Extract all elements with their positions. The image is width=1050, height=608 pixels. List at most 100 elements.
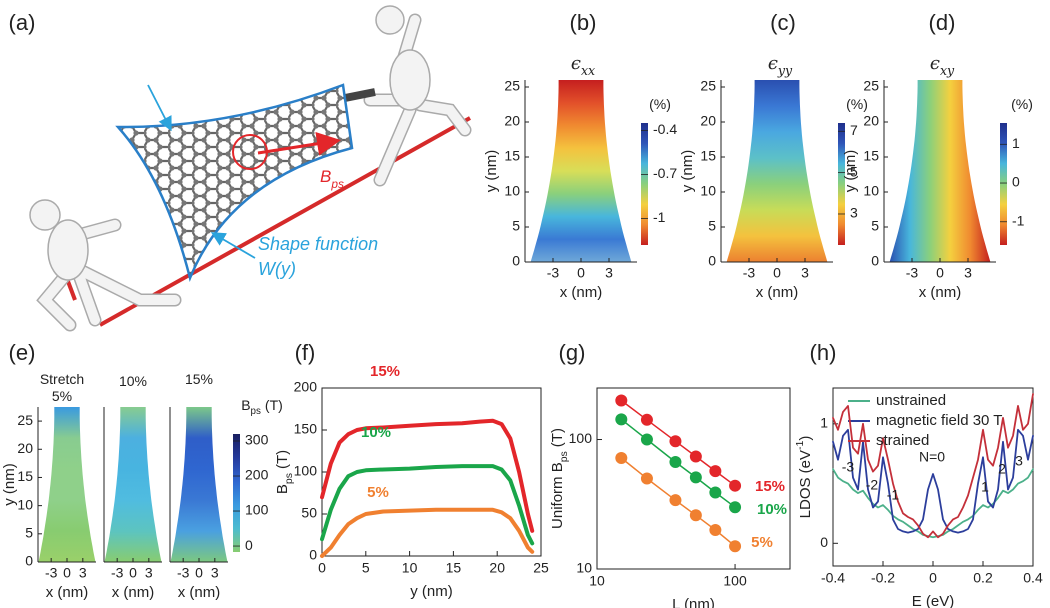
legend-label: strained [876,432,929,449]
force-label-sub: ps [330,177,344,191]
point [669,456,682,469]
x-axis-label-part: L (nm) [672,596,715,608]
colorbar-tick-label: 5 [850,163,858,179]
point [615,394,628,407]
limbs [365,15,470,185]
panel-label: (h) [810,340,837,365]
point [689,450,702,463]
force-arrow [257,131,341,156]
x-tick-label: 0.2 [973,570,993,586]
panel-title-part: 15% [185,371,213,387]
x-axis-label: x (nm) [112,584,155,601]
colorbar-label: (%) [846,96,868,112]
x-tick-label: -3 [743,265,756,281]
series-label: 10% [361,424,391,441]
x-axis-label-part: x (nm) [46,584,89,601]
chart-title-part: yy [777,63,793,78]
x-axis-label: x (nm) [560,284,603,301]
x-tick-label: 0 [318,560,326,576]
annotation: -1 [887,487,900,503]
annotation: -2 [866,477,879,493]
y-tick-label: 10 [700,183,716,199]
panel-title: Stretch [40,371,84,387]
colorbar-tick-label: 300 [245,432,269,448]
colorbar-label: (%) [1011,96,1033,112]
y-tick-label: 5 [871,218,879,234]
y-tick-label: 50 [301,505,317,521]
colorbar-tick-label: 7 [850,122,858,138]
colorbar-tick-label: 0 [1012,174,1020,190]
y-tick-label: 100 [294,463,318,479]
point [615,413,628,426]
x-tick-label: 0 [195,565,203,581]
series-label: 15% [370,363,400,380]
x-tick-label: -3 [547,265,560,281]
figure-left [29,199,182,332]
point [669,494,682,507]
x-tick-label: -3 [906,265,919,281]
panel-label: (f) [295,340,316,365]
colorbar-label-part: (%) [1011,96,1033,112]
point [709,524,722,537]
y-tick-label: 25 [700,78,716,94]
colorbar [838,123,845,245]
series-label: 15% [755,478,785,495]
annotation: -3 [842,459,855,475]
point [689,471,702,484]
y-axis-label: y (nm) [1,463,18,506]
y-tick-label: 0 [25,553,33,569]
limbs [38,220,180,330]
hand [344,88,376,102]
colorbar-label-part: (T) [265,397,283,413]
panel-title: 10% [119,373,147,389]
series-line [320,464,535,546]
annotation: 3 [1015,453,1023,469]
x-axis-label: x (nm) [756,284,799,301]
shape-label: W(y) [258,259,296,279]
colorbar-tick-label: -1 [653,209,666,225]
y-tick-label: 0 [309,547,317,563]
y-tick-label: 15 [700,148,716,164]
y-axis-label-part: y (nm) [842,150,859,193]
panel-label: (c) [770,10,796,35]
colorbar-tick-label: 1 [1012,135,1020,151]
x-tick-label: 20 [489,560,505,576]
colorbar-tick-label: 3 [850,205,858,221]
point [669,435,682,448]
plot-frame [596,387,791,570]
x-tick-label: -3 [177,565,190,581]
x-axis-label-part: x (nm) [178,584,221,601]
point [729,540,742,553]
annotation: 2 [998,461,1006,477]
x-tick-label: -3 [45,565,58,581]
y-axis-label-part: Uniform B [549,462,566,529]
panel-label: (e) [9,340,36,365]
panel-title-part: Stretch [40,371,84,387]
x-tick-label: 3 [964,265,972,281]
point [640,472,653,485]
series-label: 5% [367,484,389,501]
y-tick-label: 1 [820,415,828,431]
y-tick-label: 25 [504,78,520,94]
panel-label: (a) [9,10,36,35]
legend-label: magnetic field 30 T [876,412,1002,429]
y-axis-label: y (nm) [679,150,696,193]
chart-title-part: ϵ [930,53,940,74]
chart-title-part: ϵ [768,53,778,74]
y-tick-label: 15 [863,148,879,164]
point [615,451,628,464]
y-tick-label: 0 [512,253,520,269]
series-label: 10% [757,501,787,518]
x-axis-label-part: x (nm) [112,584,155,601]
heatmap-field [530,80,632,262]
chart-title: ϵyy [768,53,793,78]
point [640,413,653,426]
x-axis-label: x (nm) [178,584,221,601]
body [389,49,431,111]
y-tick-label: 10 [17,496,33,512]
colorbar-label: Bps (T) [241,397,283,417]
x-axis-label: y (nm) [410,583,453,600]
y-tick-label: 15 [504,148,520,164]
colorbar-tick-label: 200 [245,467,269,483]
head [375,5,405,35]
